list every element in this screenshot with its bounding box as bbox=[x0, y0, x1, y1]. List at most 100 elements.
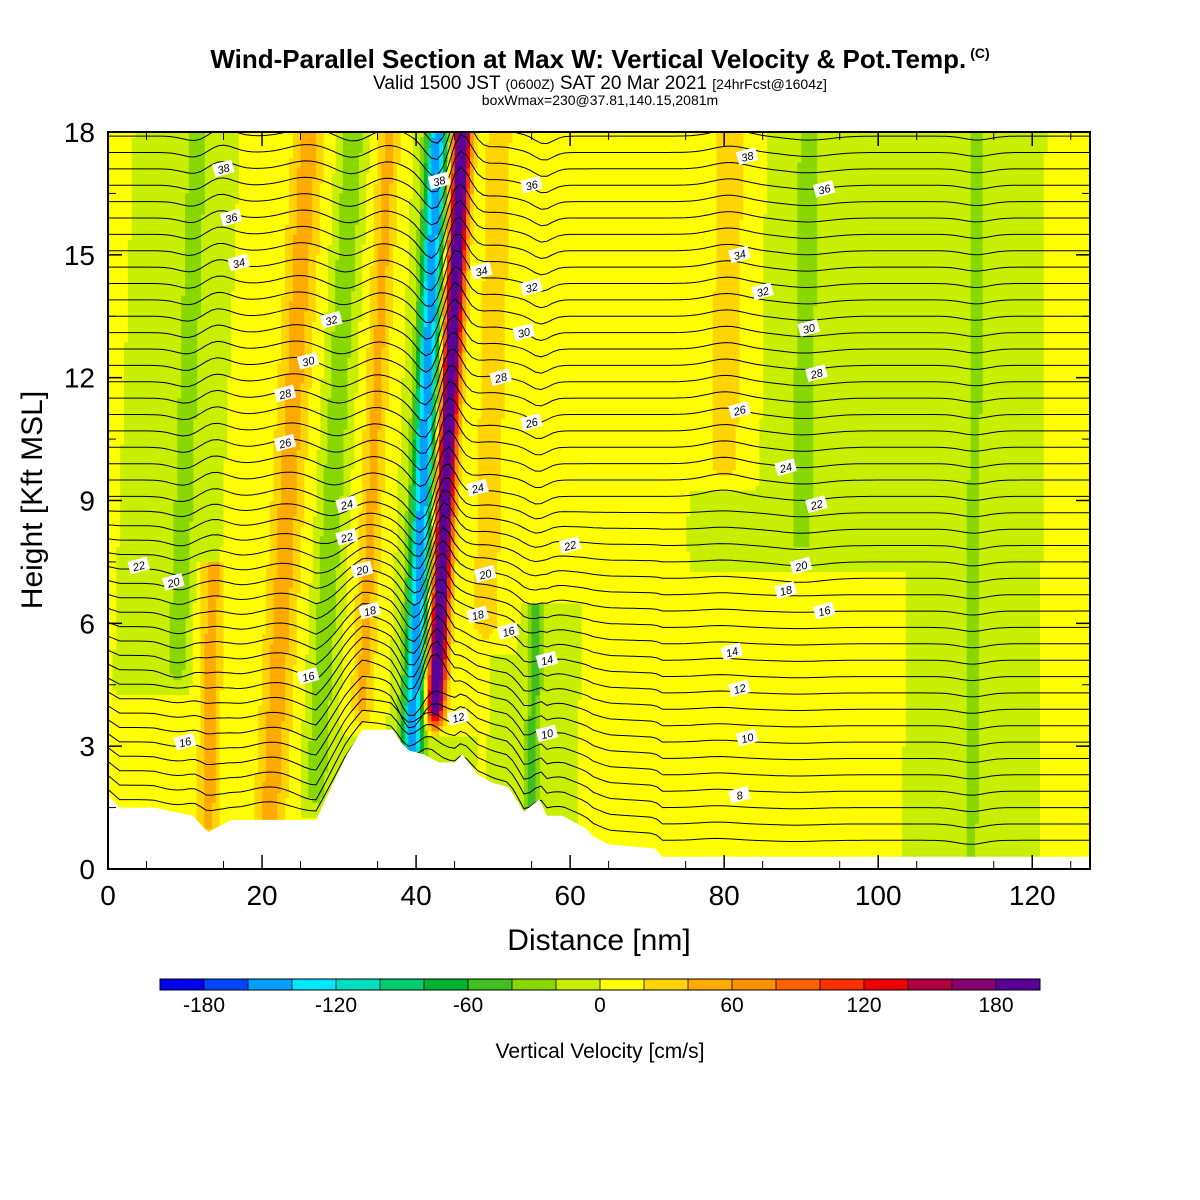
w-cell bbox=[893, 572, 899, 869]
w-cell bbox=[312, 178, 317, 322]
w-cell bbox=[458, 352, 463, 379]
w-cell bbox=[292, 515, 298, 665]
w-cell bbox=[446, 597, 452, 619]
w-cell bbox=[423, 710, 429, 727]
w-cell bbox=[319, 132, 325, 184]
w-cell bbox=[323, 132, 329, 312]
w-cell bbox=[573, 132, 579, 604]
w-cell bbox=[416, 387, 421, 430]
w-cell bbox=[635, 132, 641, 869]
contour-label: 28 bbox=[805, 364, 828, 382]
contour-label: 22 bbox=[805, 495, 828, 513]
chart-subtitle: Valid 1500 JST (0600Z) SAT 20 Mar 2021 [… bbox=[0, 73, 1200, 95]
w-cell bbox=[423, 203, 429, 241]
colorbar-swatch bbox=[292, 979, 337, 990]
contour-label: 36 bbox=[812, 179, 836, 198]
w-cell bbox=[427, 613, 433, 630]
contour-label: 38 bbox=[735, 147, 759, 165]
w-cell bbox=[446, 648, 452, 681]
w-cell bbox=[443, 357, 448, 374]
w-cell bbox=[423, 602, 429, 624]
w-cell bbox=[1055, 132, 1060, 869]
contour-label: 16 bbox=[497, 622, 520, 640]
w-cell bbox=[597, 132, 602, 869]
w-cell bbox=[358, 725, 363, 737]
w-cell bbox=[446, 219, 452, 241]
w-cell bbox=[362, 710, 367, 722]
w-cell bbox=[169, 694, 175, 869]
w-cell bbox=[654, 132, 660, 869]
valid-time: Valid 1500 JST bbox=[373, 73, 501, 94]
w-cell bbox=[770, 572, 775, 869]
w-cell bbox=[377, 572, 383, 737]
w-cell bbox=[366, 720, 371, 737]
contour-label-text: 32 bbox=[524, 281, 539, 296]
w-cell bbox=[874, 572, 879, 869]
w-cell bbox=[858, 572, 864, 869]
w-cell bbox=[439, 730, 444, 737]
w-cell bbox=[1070, 132, 1076, 869]
contour-label: 36 bbox=[219, 208, 243, 227]
w-cell bbox=[658, 132, 664, 869]
contour-label: 34 bbox=[227, 253, 251, 272]
w-cell bbox=[408, 418, 413, 486]
w-cell bbox=[439, 459, 444, 476]
w-cell bbox=[439, 372, 444, 389]
w-cell bbox=[211, 802, 217, 834]
w-cell bbox=[362, 720, 367, 737]
w-cell bbox=[539, 132, 544, 604]
w-cell bbox=[254, 132, 259, 773]
w-cell bbox=[173, 694, 178, 869]
w-cell bbox=[446, 290, 452, 312]
contour-label-text: 16 bbox=[178, 735, 194, 750]
w-cell bbox=[531, 132, 537, 604]
contour-label: 26 bbox=[728, 401, 751, 419]
w-cell bbox=[797, 162, 802, 548]
w-cell bbox=[443, 597, 448, 619]
w-cell bbox=[289, 587, 294, 732]
w-cell bbox=[127, 694, 132, 869]
w-cell bbox=[728, 572, 733, 869]
w-cell bbox=[473, 628, 479, 737]
w-cell bbox=[1043, 152, 1049, 869]
w-cell bbox=[358, 654, 363, 711]
w-cell bbox=[450, 474, 456, 496]
theta-contour bbox=[108, 249, 1090, 307]
w-cell bbox=[731, 572, 737, 869]
contour-label: 32 bbox=[520, 278, 543, 296]
w-cell bbox=[754, 572, 760, 869]
w-cell bbox=[477, 633, 483, 869]
w-cell bbox=[847, 572, 852, 869]
y-tick-label: 15 bbox=[64, 240, 95, 271]
colorbar-swatch bbox=[776, 979, 821, 990]
w-cell bbox=[439, 357, 444, 374]
w-cell bbox=[1063, 132, 1068, 869]
w-cell bbox=[154, 694, 159, 869]
w-cell bbox=[416, 428, 421, 466]
w-cell bbox=[377, 244, 383, 430]
w-cell bbox=[369, 710, 375, 737]
theta-contour bbox=[108, 199, 1090, 259]
w-cell bbox=[342, 618, 348, 737]
w-cell bbox=[419, 664, 425, 691]
w-cell bbox=[577, 700, 583, 869]
w-cell bbox=[223, 459, 228, 869]
w-cell bbox=[624, 132, 629, 869]
theta-contour bbox=[108, 183, 1090, 243]
w-cell bbox=[631, 132, 637, 869]
w-cell bbox=[469, 132, 475, 159]
w-cell bbox=[431, 505, 436, 527]
w-cell bbox=[685, 132, 691, 517]
w-cell bbox=[392, 244, 398, 553]
w-cell bbox=[701, 572, 706, 869]
theta-contour bbox=[108, 446, 1090, 504]
w-cell bbox=[427, 234, 433, 415]
w-cell bbox=[446, 311, 452, 328]
w-cell bbox=[427, 659, 433, 676]
w-cell bbox=[412, 520, 417, 563]
contour-label: 22 bbox=[127, 556, 151, 575]
w-cell bbox=[731, 469, 737, 491]
w-cell bbox=[974, 132, 979, 824]
w-cell bbox=[292, 132, 298, 235]
